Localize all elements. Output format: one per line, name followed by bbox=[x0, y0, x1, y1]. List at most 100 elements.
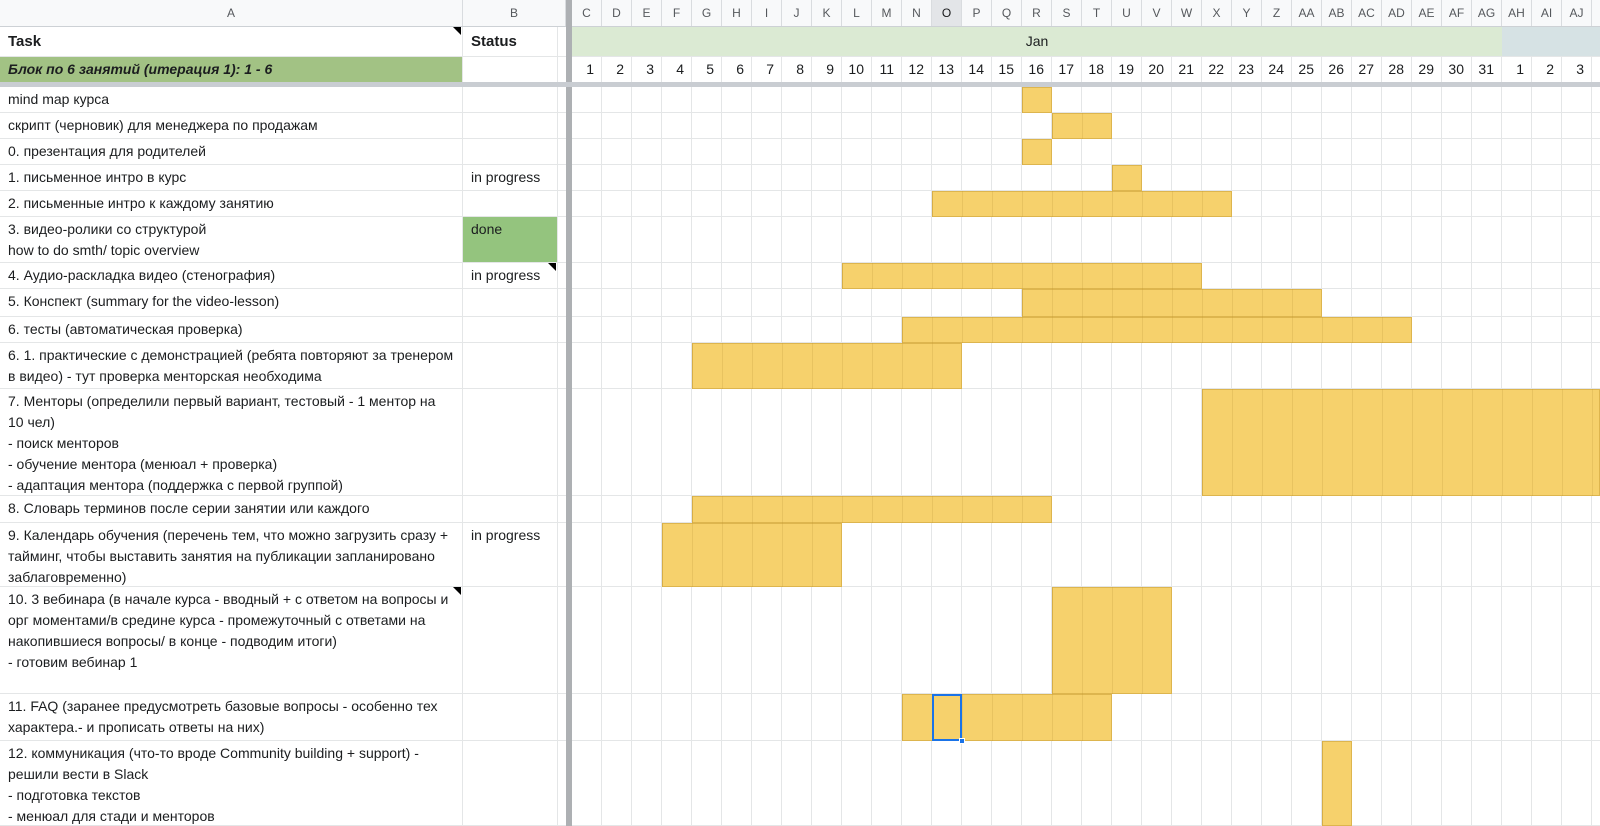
task-name-cell[interactable]: 9. Календарь обучения (перечень тем, что… bbox=[0, 523, 463, 586]
frozen-row-divider[interactable] bbox=[0, 82, 1600, 87]
block-title-cell[interactable]: Блок по 6 занятий (итерация 1): 1 - 6 bbox=[0, 57, 463, 82]
status-cell[interactable]: in progress bbox=[463, 523, 558, 586]
day-cell-j[interactable]: 8 bbox=[782, 57, 812, 82]
task-name-cell[interactable]: 4. Аудио-раскладка видео (стенография) bbox=[0, 263, 463, 288]
column-header-b[interactable]: B bbox=[463, 0, 566, 26]
gantt-bar[interactable] bbox=[1022, 87, 1052, 113]
column-header-ag[interactable]: AG bbox=[1472, 0, 1502, 26]
column-header-h[interactable]: H bbox=[722, 0, 752, 26]
timeline-grid[interactable] bbox=[572, 317, 1600, 343]
timeline-grid[interactable] bbox=[572, 523, 1600, 587]
column-header-z[interactable]: Z bbox=[1262, 0, 1292, 26]
month-band-jan[interactable]: Jan bbox=[572, 27, 1502, 56]
status-cell[interactable] bbox=[463, 113, 558, 138]
column-header-w[interactable]: W bbox=[1172, 0, 1202, 26]
day-cell-ag[interactable]: 31 bbox=[1472, 57, 1502, 82]
day-cell-ac[interactable]: 27 bbox=[1352, 57, 1382, 82]
task-name-cell[interactable]: mind map курса bbox=[0, 87, 463, 112]
column-header-ai[interactable]: AI bbox=[1532, 0, 1562, 26]
column-header-ah[interactable]: AH bbox=[1502, 0, 1532, 26]
column-header-l[interactable]: L bbox=[842, 0, 872, 26]
status-cell[interactable]: done bbox=[463, 217, 558, 262]
column-header-p[interactable]: P bbox=[962, 0, 992, 26]
column-header-d[interactable]: D bbox=[602, 0, 632, 26]
timeline-grid[interactable] bbox=[572, 587, 1600, 694]
column-header-j[interactable]: J bbox=[782, 0, 812, 26]
column-header-f[interactable]: F bbox=[662, 0, 692, 26]
task-name-cell[interactable]: 8. Словарь терминов после серии занятии … bbox=[0, 496, 463, 522]
day-cell-af[interactable]: 30 bbox=[1442, 57, 1472, 82]
day-cell-s[interactable]: 17 bbox=[1052, 57, 1082, 82]
day-cell-ah[interactable]: 1 bbox=[1502, 57, 1532, 82]
column-header-ac[interactable]: AC bbox=[1352, 0, 1382, 26]
gantt-bar[interactable] bbox=[1052, 113, 1112, 139]
column-header-af[interactable]: AF bbox=[1442, 0, 1472, 26]
status-cell[interactable]: in progress bbox=[463, 165, 558, 190]
day-cell-k[interactable]: 9 bbox=[812, 57, 842, 82]
column-header-c[interactable]: C bbox=[572, 0, 602, 26]
status-cell[interactable] bbox=[463, 741, 558, 825]
timeline-grid[interactable] bbox=[572, 165, 1600, 191]
column-header-m[interactable]: M bbox=[872, 0, 902, 26]
day-cell-n[interactable]: 12 bbox=[902, 57, 932, 82]
status-cell[interactable] bbox=[463, 343, 558, 388]
day-cell-ai[interactable]: 2 bbox=[1532, 57, 1562, 82]
column-header-y[interactable]: Y bbox=[1232, 0, 1262, 26]
status-cell[interactable] bbox=[463, 587, 558, 693]
task-name-cell[interactable]: 3. видео-ролики со структурой how to do … bbox=[0, 217, 463, 262]
task-name-cell[interactable]: 7. Менторы (определили первый вариант, т… bbox=[0, 389, 463, 495]
day-cell-c[interactable]: 1 bbox=[572, 57, 602, 82]
column-header-g[interactable]: G bbox=[692, 0, 722, 26]
task-name-cell[interactable]: 12. коммуникация (что-то вроде Community… bbox=[0, 741, 463, 825]
gantt-bar[interactable] bbox=[1202, 389, 1600, 496]
gantt-bar[interactable] bbox=[662, 523, 842, 587]
column-header-r[interactable]: R bbox=[1022, 0, 1052, 26]
day-cell-h[interactable]: 6 bbox=[722, 57, 752, 82]
day-cell-aa[interactable]: 25 bbox=[1292, 57, 1322, 82]
task-name-cell[interactable]: 1. письменное интро в курс bbox=[0, 165, 463, 190]
timeline-grid[interactable] bbox=[572, 694, 1600, 744]
column-header-aa[interactable]: AA bbox=[1292, 0, 1322, 26]
timeline-grid[interactable] bbox=[572, 496, 1600, 523]
day-cell-d[interactable]: 2 bbox=[602, 57, 632, 82]
day-cell-y[interactable]: 23 bbox=[1232, 57, 1262, 82]
day-cell-l[interactable]: 10 bbox=[842, 57, 872, 82]
gantt-bar[interactable] bbox=[1112, 165, 1142, 191]
column-header-x[interactable]: X bbox=[1202, 0, 1232, 26]
task-name-cell[interactable]: 2. письменные интро к каждому занятию bbox=[0, 191, 463, 216]
day-cell-q[interactable]: 15 bbox=[992, 57, 1022, 82]
gantt-bar[interactable] bbox=[1322, 741, 1352, 826]
gantt-bar[interactable] bbox=[902, 317, 1412, 343]
column-header-s[interactable]: S bbox=[1052, 0, 1082, 26]
timeline-grid[interactable] bbox=[572, 113, 1600, 139]
timeline-grid[interactable] bbox=[572, 191, 1600, 217]
column-header-e[interactable]: E bbox=[632, 0, 662, 26]
column-header-aj[interactable]: AJ bbox=[1562, 0, 1592, 26]
gantt-bar[interactable] bbox=[902, 694, 1112, 741]
column-header-u[interactable]: U bbox=[1112, 0, 1142, 26]
timeline-grid[interactable] bbox=[572, 139, 1600, 165]
status-cell[interactable] bbox=[463, 389, 558, 495]
status-cell[interactable] bbox=[463, 87, 558, 112]
gantt-bar[interactable] bbox=[1022, 289, 1322, 317]
fill-handle[interactable] bbox=[959, 738, 965, 744]
day-cell-r[interactable]: 16 bbox=[1022, 57, 1052, 82]
column-header-n[interactable]: N bbox=[902, 0, 932, 26]
day-cell-ae[interactable]: 29 bbox=[1412, 57, 1442, 82]
frozen-column-divider[interactable] bbox=[566, 0, 572, 826]
selected-cell[interactable] bbox=[932, 694, 965, 744]
timeline-grid[interactable] bbox=[572, 343, 1600, 389]
gantt-bar[interactable] bbox=[1022, 139, 1052, 165]
column-header-a[interactable]: A bbox=[0, 0, 463, 26]
status-cell[interactable] bbox=[463, 139, 558, 164]
gantt-bar[interactable] bbox=[1052, 587, 1172, 694]
column-header-t[interactable]: T bbox=[1082, 0, 1112, 26]
timeline-grid[interactable] bbox=[572, 741, 1600, 826]
timeline-grid[interactable] bbox=[572, 389, 1600, 496]
column-header-ab[interactable]: AB bbox=[1322, 0, 1352, 26]
task-name-cell[interactable]: 5. Конспект (summary for the video-lesso… bbox=[0, 289, 463, 316]
column-header-v[interactable]: V bbox=[1142, 0, 1172, 26]
day-cell-z[interactable]: 24 bbox=[1262, 57, 1292, 82]
task-column-header[interactable]: Task bbox=[0, 27, 463, 56]
day-cell-u[interactable]: 19 bbox=[1112, 57, 1142, 82]
